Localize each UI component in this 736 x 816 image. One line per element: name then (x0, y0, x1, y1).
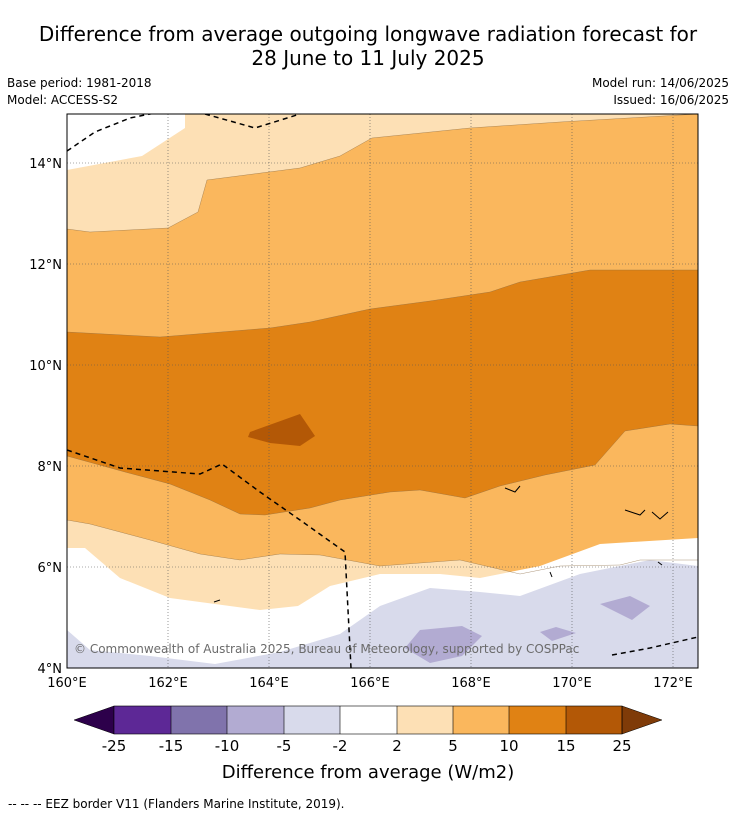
colorbar-over-arrow (621, 705, 663, 735)
colorbar-swatch-4 (284, 706, 340, 734)
colorbar-swatch-1 (114, 706, 171, 734)
field-neg-5-10-a (405, 626, 482, 663)
colorbar-tick: -25 (102, 737, 127, 755)
colorbar: -25 -15 -10 -5 -2 2 5 10 15 25 (73, 705, 663, 755)
lat-label-6n: 6°N (38, 561, 63, 576)
colorbar-swatch-3 (227, 706, 284, 734)
colorbar-tick: -10 (215, 737, 240, 755)
title-line-2: 28 June to 11 July 2025 (251, 46, 485, 70)
field-neg-5-10-b (600, 596, 650, 620)
lat-label-8n: 8°N (38, 460, 63, 475)
colorbar-tick: -15 (159, 737, 184, 755)
model-name: Model: ACCESS-S2 (7, 93, 119, 107)
copyright-text: © Commonwealth of Australia 2025, Bureau… (74, 642, 579, 656)
lon-label-162e: 162°E (148, 676, 188, 691)
eez-border (67, 114, 698, 668)
colorbar-swatch-8 (509, 706, 566, 734)
colorbar-under-arrow (73, 705, 115, 735)
map-field: © Commonwealth of Australia 2025, Bureau… (67, 114, 698, 668)
lon-label-172e: 172°E (653, 676, 693, 691)
lon-label-160e: 160°E (47, 676, 87, 691)
colorbar-tick: 15 (556, 737, 575, 755)
colorbar-swatch-6 (397, 706, 453, 734)
colorbar-tick: -2 (333, 737, 348, 755)
colorbar-swatch-2 (171, 706, 227, 734)
lon-label-166e: 166°E (350, 676, 390, 691)
lat-label-14n: 14°N (29, 157, 62, 172)
colorbar-title: Difference from average (W/m2) (221, 762, 515, 783)
colorbar-tick: 5 (448, 737, 458, 755)
colorbar-tick: 25 (612, 737, 631, 755)
lon-label-168e: 168°E (451, 676, 491, 691)
base-period: Base period: 1981-2018 (7, 76, 152, 90)
field-neg-2-5 (67, 560, 698, 668)
colorbar-swatch-9 (566, 706, 622, 734)
lat-label-4n: 4°N (38, 662, 63, 677)
colorbar-swatch-7 (453, 706, 509, 734)
field-neutral-north (67, 114, 185, 170)
title-line-1: Difference from average outgoing longwav… (38, 22, 698, 46)
colorbar-tick: -5 (277, 737, 292, 755)
colorbar-tick: 10 (499, 737, 518, 755)
map-frame (66, 113, 699, 669)
issued-date: Issued: 16/06/2025 (613, 93, 729, 107)
lat-label-12n: 12°N (29, 258, 62, 273)
lon-label-170e: 170°E (552, 676, 592, 691)
lon-label-164e: 164°E (249, 676, 289, 691)
colorbar-tick: 2 (392, 737, 402, 755)
eez-legend-text: -- -- -- EEZ border V11 (Flanders Marine… (8, 797, 345, 811)
field-neg-5-10-c (540, 627, 576, 641)
colorbar-swatch-5 (340, 706, 397, 734)
islands (213, 485, 669, 603)
graticule (67, 114, 698, 668)
field-15-25 (248, 414, 315, 446)
model-run: Model run: 14/06/2025 (591, 76, 729, 90)
lat-label-10n: 10°N (29, 359, 62, 374)
field-10-15 (67, 270, 698, 515)
